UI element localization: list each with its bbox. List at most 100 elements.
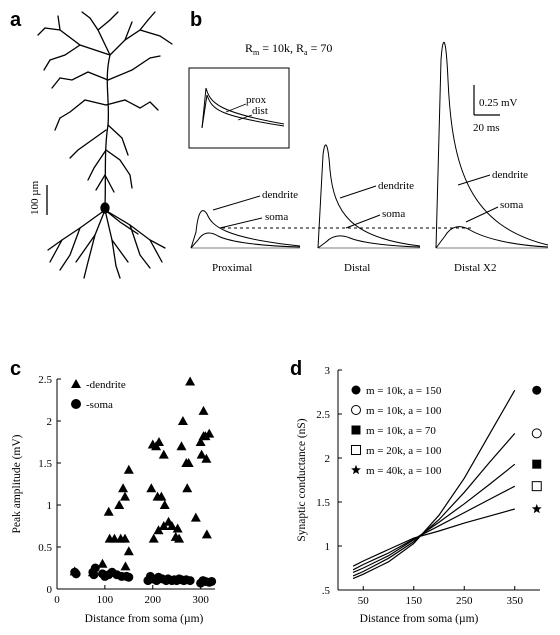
trace-dendrite-distal bbox=[317, 144, 421, 249]
d-ytick-label: 3 bbox=[325, 365, 331, 377]
c-point-dendrite bbox=[119, 533, 130, 543]
condition-distal: Distal bbox=[344, 262, 370, 274]
traces-distal-x2 bbox=[435, 41, 549, 249]
c-point-dendrite bbox=[177, 416, 188, 425]
d-series-endpoint-marker bbox=[531, 428, 542, 439]
d-xtick-label: 350 bbox=[507, 595, 524, 607]
panel-d-label: d bbox=[290, 358, 302, 380]
trace-soma-distal-x2 bbox=[435, 226, 549, 249]
c-x-axis-title: Distance from soma (µm) bbox=[85, 613, 204, 625]
trace-soma-distal bbox=[317, 235, 421, 249]
c-point-soma bbox=[89, 570, 99, 580]
d-ytick-label: 2.5 bbox=[316, 409, 330, 421]
c-point-dendrite bbox=[183, 458, 194, 467]
scale-label-a: 100 µm bbox=[29, 180, 41, 215]
c-ytick-label: 1.5 bbox=[38, 458, 52, 470]
scale-label-mv: 0.25 mV bbox=[479, 97, 518, 109]
c-legend-marker bbox=[71, 379, 81, 388]
c-xtick-label: 0 bbox=[54, 594, 60, 606]
c-point-dendrite bbox=[148, 533, 159, 543]
c-point-dendrite bbox=[196, 449, 207, 459]
c-point-dendrite bbox=[195, 437, 206, 446]
panel-a-label: a bbox=[10, 9, 22, 31]
c-point-dendrite bbox=[123, 546, 134, 556]
inset-label-prox: prox bbox=[246, 94, 267, 106]
c-point-dendrite bbox=[123, 464, 134, 474]
label-soma-distal-x2: soma bbox=[500, 199, 523, 211]
traces-proximal bbox=[190, 195, 301, 249]
d-legend-label: m = 20k, a = 100 bbox=[366, 445, 442, 457]
c-y-axis-title: Peak amplitude (mV) bbox=[11, 434, 23, 533]
c-point-dendrite bbox=[114, 500, 125, 509]
d-legend-label: m = 40k, a = 100 bbox=[366, 465, 442, 477]
d-xtick-label: 50 bbox=[358, 595, 370, 607]
c-xtick-label: 200 bbox=[145, 594, 162, 606]
inset-box bbox=[188, 67, 290, 149]
c-point-soma bbox=[124, 572, 134, 582]
c-point-dendrite bbox=[174, 533, 185, 543]
d-xtick-label: 250 bbox=[456, 595, 473, 607]
d-legend-label: m = 10k, a = 150 bbox=[366, 385, 442, 397]
c-legend-label: -dendrite bbox=[86, 379, 126, 391]
c-point-dendrite bbox=[163, 516, 174, 526]
c-ytick-label: 2 bbox=[47, 416, 53, 428]
panel-b-label: b bbox=[190, 9, 202, 31]
condition-proximal: Proximal bbox=[212, 262, 252, 274]
d-ytick-label: 1 bbox=[325, 541, 331, 553]
d-legend-marker bbox=[351, 425, 361, 435]
c-point-dendrite bbox=[190, 512, 201, 522]
d-legend-marker bbox=[351, 464, 361, 475]
c-legend-label: -soma bbox=[86, 399, 113, 411]
c-point-dendrite bbox=[182, 483, 193, 493]
d-ytick-label: 2 bbox=[325, 453, 331, 465]
d-ytick-label: 1.5 bbox=[316, 497, 330, 509]
trace-dendrite-distal-x2 bbox=[435, 41, 549, 249]
c-point-dendrite bbox=[156, 491, 167, 501]
label-soma-distal: soma bbox=[382, 208, 405, 220]
c-point-dendrite bbox=[204, 428, 215, 438]
label-dendrite-distal: dendrite bbox=[378, 180, 414, 192]
d-ytick-label: .5 bbox=[322, 585, 331, 597]
d-series-line bbox=[352, 463, 516, 573]
c-point-dendrite bbox=[198, 405, 209, 415]
trace-dendrite-proximal bbox=[190, 210, 301, 249]
c-point-dendrite bbox=[153, 437, 164, 446]
c-point-dendrite bbox=[118, 483, 129, 493]
c-legend-marker bbox=[71, 399, 81, 409]
d-y-axis-title: Synaptic conductance (nS) bbox=[296, 418, 308, 541]
c-point-dendrite bbox=[119, 491, 130, 501]
c-point-dendrite bbox=[172, 523, 183, 533]
d-legend-marker bbox=[351, 385, 361, 395]
c-point-dendrite bbox=[201, 529, 212, 539]
d-series-endpoint-marker bbox=[532, 459, 542, 469]
d-legend-marker bbox=[351, 405, 361, 415]
label-dendrite-distal-x2: dendrite bbox=[492, 169, 528, 181]
trace-soma-proximal bbox=[190, 232, 301, 249]
d-legend-label: m = 10k, a = 70 bbox=[366, 425, 436, 437]
c-point-dendrite bbox=[97, 558, 108, 568]
c-point-dendrite bbox=[176, 441, 187, 451]
c-ytick-label: 2.5 bbox=[38, 374, 52, 386]
c-xtick-label: 300 bbox=[192, 594, 209, 606]
d-legend-label: m = 10k, a = 100 bbox=[366, 405, 442, 417]
c-point-dendrite bbox=[159, 500, 170, 509]
scale-bar-b bbox=[473, 85, 500, 116]
c-point-dendrite bbox=[146, 483, 157, 493]
panel-c-label: c bbox=[10, 358, 21, 380]
c-point-soma bbox=[207, 576, 217, 586]
d-series-line bbox=[352, 508, 515, 567]
inset-label-dist: dist bbox=[252, 105, 268, 117]
c-point-dendrite bbox=[103, 506, 114, 516]
traces-distal bbox=[317, 144, 421, 249]
c-point-soma bbox=[71, 569, 81, 579]
c-ytick-label: 0 bbox=[47, 584, 53, 596]
d-series-line bbox=[352, 389, 516, 580]
d-series-endpoint-marker bbox=[531, 503, 542, 514]
neuron-reconstruction bbox=[37, 11, 173, 279]
d-x-axis-title: Distance from soma (µm) bbox=[360, 613, 479, 625]
scale-label-ms: 20 ms bbox=[473, 122, 500, 134]
c-point-dendrite bbox=[201, 453, 212, 463]
chart-c: 0 0.5 1 1.5 2 2.5 0 100 200 300 Distance from soma… bbox=[11, 374, 217, 625]
